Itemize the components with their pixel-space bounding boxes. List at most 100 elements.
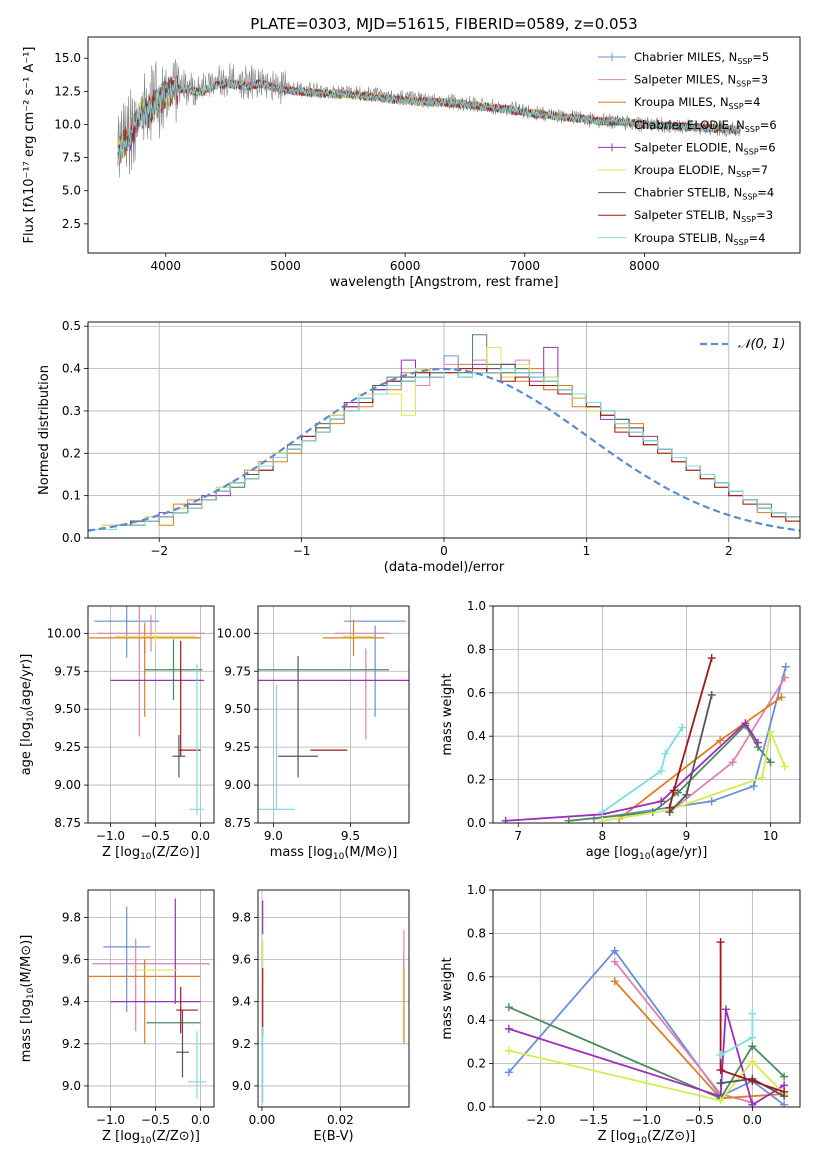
- y-tick-label: 9.00: [224, 778, 251, 792]
- panel-age_vs_Z: −1.0 −0.5 0.0 8.75 9.00 9.25 9.50 9.75 10.00 Z [l…: [19, 605, 215, 862]
- y-axis-label: Normed distribution: [37, 365, 52, 495]
- y-axis-label: mass weight: [440, 673, 455, 755]
- x-tick-label: −2: [150, 544, 168, 558]
- x-axis-label: Z [log10(Z/Z⊙)]: [102, 845, 200, 862]
- weight-point: [766, 727, 775, 736]
- x-tick-label: 7000: [509, 259, 540, 273]
- weight-point: [781, 662, 790, 671]
- x-tick-label: 0: [440, 544, 448, 558]
- weight-point: [610, 977, 619, 986]
- y-tick-label: 9.25: [224, 740, 251, 754]
- x-tick-label: −1.5: [579, 1113, 608, 1127]
- y-tick-label: 10.00: [217, 626, 251, 640]
- weight-series-line: [601, 727, 683, 813]
- legend-label: Kroupa STELIB, NSSP=4: [634, 231, 765, 247]
- y-axis-label: Flux [fλ10⁻¹⁷ erg cm⁻² s⁻¹ A⁻¹]: [22, 47, 37, 244]
- weight-point: [707, 690, 716, 699]
- weight-point: [665, 803, 674, 812]
- y-tick-label: 0.6: [467, 686, 486, 700]
- weight-series-line: [719, 942, 785, 1093]
- y-tick-label: 15.0: [54, 51, 81, 65]
- x-tick-label: 0.00: [249, 1113, 276, 1127]
- x-axis-label: Z [log10(Z/Z⊙)]: [102, 1129, 200, 1146]
- weight-point: [748, 1076, 757, 1085]
- weight-point: [753, 738, 762, 747]
- weight-point: [669, 786, 678, 795]
- y-tick-label: 9.6: [232, 953, 251, 967]
- y-tick-label: 1.0: [467, 883, 486, 897]
- weight-point: [716, 1066, 725, 1075]
- y-tick-label: 9.0: [232, 1079, 251, 1093]
- y-tick-label: 0.2: [62, 446, 81, 460]
- y-tick-label: 7.5: [62, 151, 81, 165]
- plot-area: [88, 890, 214, 1107]
- weight-lines: [501, 654, 790, 823]
- weight-point: [748, 1057, 757, 1066]
- plot-frame: [492, 889, 801, 1108]
- y-tick-label: 0.4: [62, 362, 81, 376]
- weight-lines: [504, 938, 789, 1107]
- x-tick-label: 0.0: [191, 829, 210, 843]
- plot-frame: [257, 889, 410, 1108]
- y-axis-label: mass [log10(M/M⊙)]: [19, 935, 36, 1063]
- y-tick-label: 0.2: [467, 1057, 486, 1071]
- weight-point: [504, 1003, 513, 1012]
- y-tick-label: 9.50: [54, 702, 81, 716]
- weight-point: [501, 816, 510, 823]
- y-tick-label: 9.0: [62, 1079, 81, 1093]
- y-axis-label: age [log10(age/yr)]: [19, 654, 36, 776]
- y-axis-label: mass weight: [440, 957, 455, 1039]
- y-tick-label: 9.4: [62, 995, 81, 1009]
- x-tick-label: 10: [763, 829, 778, 843]
- y-tick-label: 0.8: [467, 926, 486, 940]
- y-tick-label: 0.1: [62, 489, 81, 503]
- weight-point: [504, 1024, 513, 1033]
- panel-mass_vs_ebv: 0.00 0.02 9.0 9.2 9.4 9.6 9.8 E(B-V): [232, 889, 410, 1144]
- weight-point: [716, 1050, 725, 1059]
- y-tick-label: 9.8: [232, 910, 251, 924]
- x-tick-label: 0.02: [327, 1113, 354, 1127]
- weight-point: [716, 938, 725, 947]
- weight-point: [748, 1042, 757, 1051]
- plot-area: [493, 606, 800, 823]
- weight-point: [749, 782, 758, 791]
- weight-point: [716, 736, 725, 745]
- weight-point: [504, 1068, 513, 1077]
- legend-label: Salpeter MILES, NSSP=3: [634, 73, 768, 89]
- y-tick-label: 9.75: [224, 664, 251, 678]
- y-tick-label: 0.3: [62, 404, 81, 418]
- weight-point: [748, 1100, 757, 1107]
- y-tick-label: 9.8: [62, 910, 81, 924]
- x-tick-label: 5000: [270, 259, 301, 273]
- weight-point: [598, 808, 607, 817]
- legend-label: Chabrier ELODIE, NSSP=6: [634, 118, 777, 134]
- y-tick-label: 0.4: [467, 729, 486, 743]
- weight-point: [564, 816, 573, 823]
- y-tick-label: 5.0: [62, 184, 81, 198]
- weight-point: [504, 1046, 513, 1055]
- weight-point: [748, 1033, 757, 1042]
- y-tick-label: 0.8: [467, 642, 486, 656]
- spectrum-curves: [117, 59, 741, 178]
- legend: Chabrier MILES, NSSP=5 Salpeter MILES, NS…: [598, 50, 777, 247]
- x-axis-label: Z [log10(Z/Z⊙)]: [598, 1129, 696, 1146]
- y-tick-label: 0.2: [467, 773, 486, 787]
- weight-point: [657, 766, 666, 775]
- legend-label: Salpeter STELIB, NSSP=3: [634, 208, 773, 224]
- y-tick-label: 8.75: [54, 816, 81, 830]
- weight-point: [780, 1072, 789, 1081]
- plot-area: [258, 606, 409, 823]
- y-tick-label: 9.75: [54, 664, 81, 678]
- panel-weight_vs_age: 7 8 9 10 0.0 0.2 0.4 0.6 0.8 1.0 age [log10(age/yr…: [440, 599, 801, 862]
- plot-area: [88, 37, 800, 253]
- weight-point: [682, 790, 691, 799]
- x-tick-label: −0.5: [141, 1113, 170, 1127]
- weight-point: [707, 654, 716, 663]
- weight-point: [741, 719, 750, 728]
- x-tick-label: 9.5: [341, 829, 360, 843]
- gaussian-curve: [88, 367, 800, 532]
- y-tick-label: 0.4: [467, 1013, 486, 1027]
- weight-series-line: [508, 1006, 785, 1100]
- x-tick-label: 6000: [390, 259, 421, 273]
- error-bars: [258, 619, 409, 810]
